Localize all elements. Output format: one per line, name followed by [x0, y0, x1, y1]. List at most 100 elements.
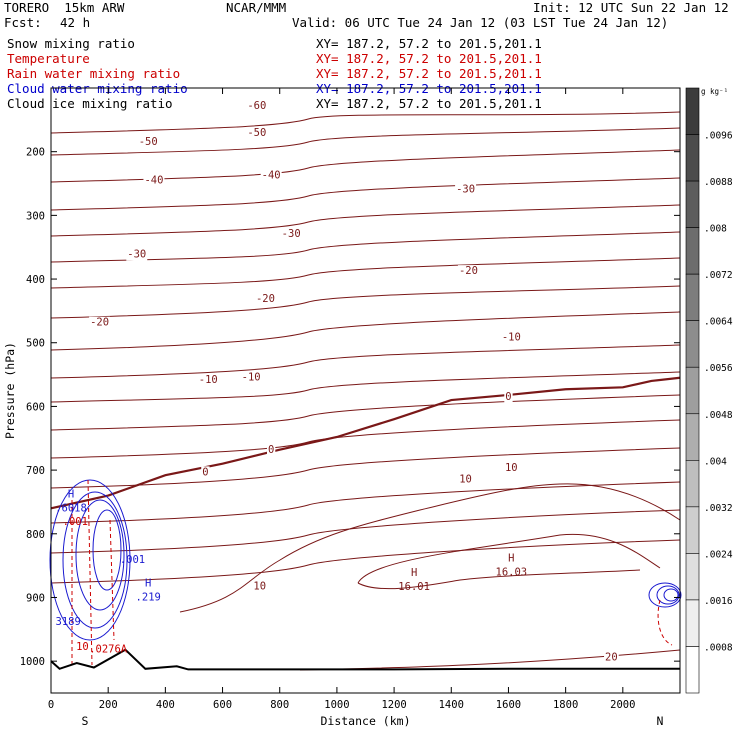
y-tick-label: 600	[26, 401, 45, 413]
temperature-contour	[50, 509, 681, 554]
y-tick-label: 700	[26, 465, 45, 477]
field-name: Cloud ice mixing ratio	[7, 96, 173, 111]
temperature-contour-16	[357, 569, 641, 590]
contour-label: -20	[90, 317, 109, 329]
contour-label: -30	[127, 249, 146, 261]
temperature-contour	[50, 231, 681, 263]
high-value: 16.01	[398, 581, 430, 593]
contour-label-bg	[143, 174, 165, 187]
cloud-water-value: .001	[120, 554, 145, 566]
cloud-water-value: .219	[136, 592, 161, 604]
contour-label-bg	[280, 228, 302, 241]
contour-label: 0	[505, 391, 511, 403]
colorbar-label: .0048	[704, 410, 733, 421]
model-title: TORERO 15km ARW	[4, 0, 125, 15]
cloud-water-contour	[663, 588, 679, 602]
temperature-contour	[50, 394, 681, 431]
contour-label: 20	[605, 652, 618, 664]
high-marker: H	[508, 552, 514, 564]
cloud-water-marker: H	[145, 578, 151, 590]
x-tick-label: 600	[213, 699, 232, 711]
temperature-contour	[50, 149, 681, 183]
temperature-contour	[50, 127, 681, 156]
contour-label: -50	[247, 127, 266, 139]
colorbar-label: .0008	[704, 642, 733, 653]
high-value: 16.03	[496, 566, 528, 578]
field-name: Temperature	[7, 51, 90, 66]
y-axis-title: Pressure (hPa)	[3, 342, 17, 439]
contour-label: -60	[247, 100, 266, 112]
cloud-water-contour	[62, 491, 128, 629]
contour-label: -10	[242, 371, 261, 383]
contour-label-bg	[246, 126, 268, 139]
field-name: Rain water mixing ratio	[7, 66, 181, 81]
rain-water-value: .0276A	[89, 643, 128, 655]
contour-label-bg	[500, 331, 522, 344]
colorbar-label: .0088	[704, 177, 733, 188]
contour-label: -40	[262, 170, 281, 182]
contour-label-bg	[89, 316, 111, 329]
x-tick-label: 200	[99, 699, 118, 711]
y-tick-label: 900	[26, 592, 45, 604]
rain-water-value: .001	[63, 516, 88, 528]
temperature-contour-20	[299, 649, 681, 671]
x-tick-label: 1000	[324, 699, 349, 711]
high-marker: H	[411, 567, 417, 579]
plot-frame	[50, 87, 681, 694]
x-tick-label: 1600	[496, 699, 521, 711]
colorbar-label: .0032	[704, 503, 733, 514]
rain-water-contour	[87, 479, 93, 666]
contour-label: -20	[256, 293, 275, 305]
contour-label-bg	[604, 651, 619, 664]
cloud-water-contour	[656, 585, 680, 605]
contour-label-bg	[455, 183, 477, 196]
x-tick-label: 1200	[381, 699, 406, 711]
terrain-surface	[50, 648, 680, 671]
contour-label-bg	[266, 444, 276, 457]
temperature-contour-16	[357, 533, 661, 584]
y-tick-label: 300	[26, 210, 45, 222]
contour-label: 10	[459, 473, 472, 485]
axis-end-left: S	[82, 714, 89, 728]
cloud-water-contour	[49, 479, 131, 641]
contour-label: 10	[253, 580, 266, 592]
colorbar-segment	[685, 180, 700, 228]
temperature-contour	[50, 481, 681, 524]
forecast-label: Fcst:	[4, 15, 42, 30]
colorbar-label: .0064	[704, 317, 733, 328]
contour-label-bg	[504, 391, 513, 404]
x-tick-label: 0	[48, 699, 54, 711]
colorbar-segment	[685, 599, 700, 647]
cloud-water-value: 3189	[56, 616, 81, 628]
cloud-water-value: .6018	[55, 503, 87, 515]
cloud-water-marker: H	[68, 489, 74, 501]
colorbar-label: .0056	[704, 363, 733, 374]
field-xy-range: XY= 187.2, 57.2 to 201.5,201.1	[316, 96, 542, 111]
colorbar-label: .0096	[704, 131, 733, 142]
x-tick-label: 2000	[610, 699, 635, 711]
colorbar-segment	[685, 646, 700, 694]
colorbar-segment	[685, 87, 700, 135]
forecast-hour: 42 h	[60, 15, 91, 30]
y-tick-label: 200	[26, 147, 45, 159]
rain-water-value: 10	[76, 641, 89, 653]
x-tick-label: 400	[156, 699, 175, 711]
freezing-level-contour	[50, 376, 681, 510]
temperature-contour	[50, 344, 681, 379]
y-tick-label: 1000	[20, 656, 45, 668]
temperature-contour	[50, 257, 681, 289]
contour-label-bg	[137, 135, 159, 148]
colorbar-label: .0016	[704, 596, 733, 607]
field-name: Snow mixing ratio	[7, 36, 135, 51]
temperature-contour	[50, 285, 681, 319]
contour-label-bg	[201, 466, 210, 479]
contour-label-bg	[254, 293, 276, 306]
colorbar-segment	[685, 460, 700, 508]
contour-label-bg	[252, 580, 268, 593]
field-xy-range: XY= 187.2, 57.2 to 201.5,201.1	[316, 66, 542, 81]
contour-label-bg	[260, 169, 282, 182]
temperature-contour	[50, 447, 681, 489]
temperature-contour	[50, 177, 681, 211]
temperature-contour	[50, 539, 681, 584]
